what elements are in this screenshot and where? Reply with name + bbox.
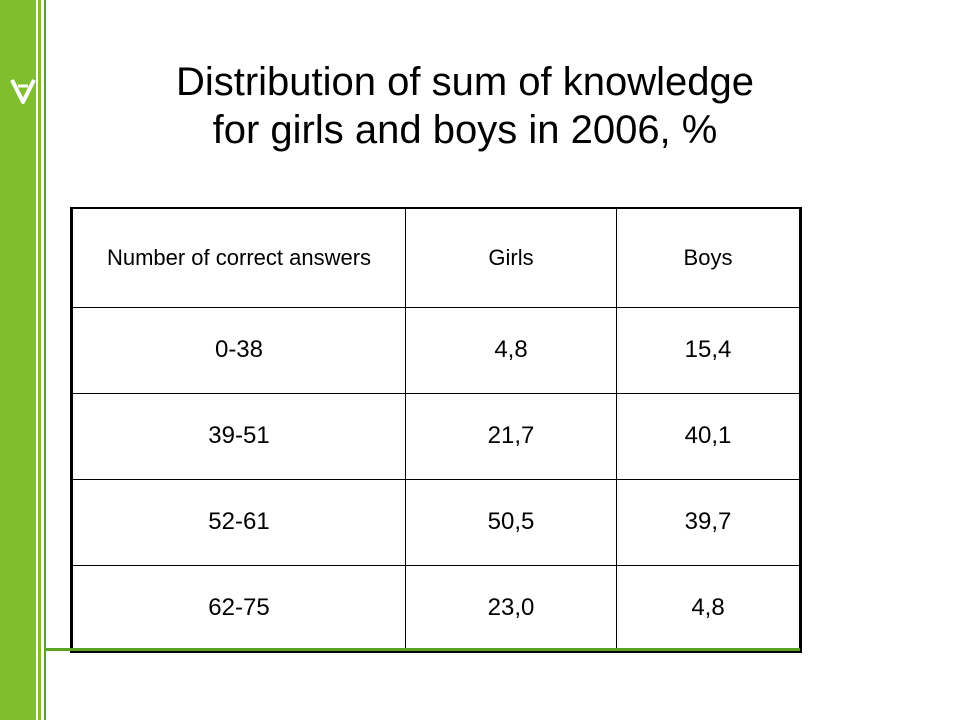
sidebar-stripe [0,0,36,720]
cell-range: 62-75 [71,564,406,652]
table-row: 39-51 21,7 40,1 [71,392,801,480]
data-table: Number of correct answers Girls Boys 0-3… [70,207,802,653]
sidebar-stripe-dark [44,0,46,720]
leaf-shield-icon [10,79,36,104]
cell-girls: 21,7 [405,392,617,480]
title-line-1: Distribution of sum of knowledge [175,60,755,104]
column-header-boys: Boys [616,207,801,308]
cell-boys: 15,4 [616,306,801,394]
page-title: Distribution of sum of knowledge for gir… [60,58,870,154]
sidebar-stripe-thin [38,0,41,720]
table-row: 62-75 23,0 4,8 [71,564,801,652]
cell-boys: 39,7 [616,478,801,566]
cell-girls: 4,8 [405,306,617,394]
title-line-2: for girls and boys in 2006, % [212,108,718,152]
column-header-correct-answers: Number of correct answers [71,207,406,308]
cell-range: 0-38 [71,306,406,394]
bottom-green-line [44,648,800,651]
data-table-container: Number of correct answers Girls Boys 0-3… [70,207,802,653]
cell-girls: 23,0 [405,564,617,652]
cell-range: 39-51 [71,392,406,480]
cell-boys: 4,8 [616,564,801,652]
sidebar [0,0,46,720]
cell-range: 52-61 [71,478,406,566]
table-header-row: Number of correct answers Girls Boys [71,207,801,308]
column-header-girls: Girls [405,207,617,308]
table-row: 52-61 50,5 39,7 [71,478,801,566]
table-row: 0-38 4,8 15,4 [71,306,801,394]
cell-girls: 50,5 [405,478,617,566]
cell-boys: 40,1 [616,392,801,480]
